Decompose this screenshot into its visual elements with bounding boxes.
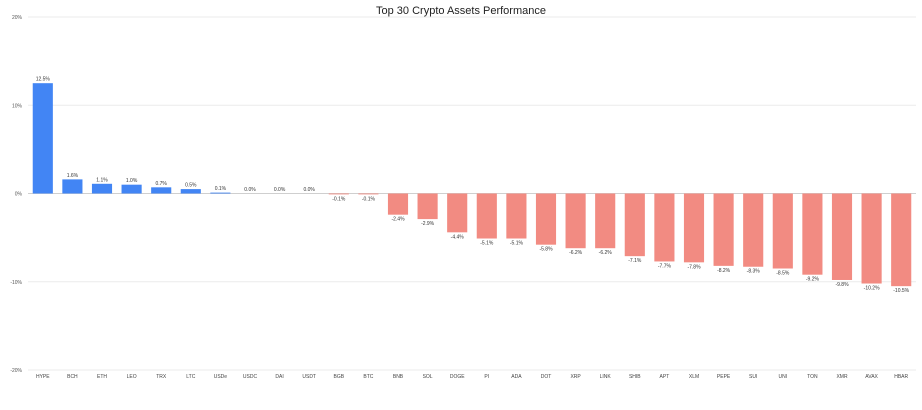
data-label-pi: -5.1% bbox=[480, 241, 494, 247]
category-label-dot: DOT bbox=[541, 374, 552, 380]
data-label-dai: 0.0% bbox=[274, 187, 286, 193]
bar-btc bbox=[358, 193, 379, 195]
y-axis-ticks: 20% 10% 0% -10% -20% bbox=[10, 15, 22, 374]
bar-xrp bbox=[565, 193, 586, 249]
data-label-eth: 1.1% bbox=[96, 177, 108, 183]
data-label-xlm: -7.8% bbox=[687, 264, 701, 270]
category-label-sol: SOL bbox=[423, 374, 433, 380]
bar-bgb bbox=[328, 193, 349, 195]
data-label-ada: -5.1% bbox=[510, 241, 524, 247]
category-label-ada: ADA bbox=[511, 374, 522, 380]
y-tick-label: 0% bbox=[15, 192, 23, 198]
data-label-xrp: -6.2% bbox=[569, 250, 583, 256]
data-label-link: -6.2% bbox=[599, 250, 613, 256]
data-label-doge: -4.4% bbox=[451, 234, 465, 240]
data-label-ltc: 0.5% bbox=[185, 183, 197, 189]
category-label-shib: SHIB bbox=[629, 374, 641, 380]
category-label-usde: USDe bbox=[214, 374, 228, 380]
bar-ton bbox=[802, 193, 823, 275]
data-label-trx: 0.7% bbox=[155, 181, 167, 187]
bar-sui bbox=[743, 193, 764, 267]
category-label-doge: DOGE bbox=[450, 374, 465, 380]
bar-uni bbox=[772, 193, 793, 269]
data-label-hbar: -10.5% bbox=[893, 288, 909, 294]
y-tick-label: -20% bbox=[10, 368, 22, 374]
category-label-leo: LEO bbox=[127, 374, 137, 380]
bar-xmr bbox=[831, 193, 853, 280]
data-label-shib: -7.1% bbox=[628, 258, 642, 264]
data-label-avax: -10.2% bbox=[864, 286, 880, 292]
category-label-avax: AVAX bbox=[865, 374, 878, 380]
category-label-xlm: XLM bbox=[689, 374, 699, 380]
category-label-pepe: PEPE bbox=[717, 374, 731, 380]
category-label-usdc: USDC bbox=[243, 374, 258, 380]
data-label-ton: -9.2% bbox=[806, 277, 820, 283]
bar-bnb bbox=[387, 193, 409, 215]
category-label-xmr: XMR bbox=[836, 374, 848, 380]
y-tick-label: -10% bbox=[10, 280, 22, 286]
category-label-ltc: LTC bbox=[186, 374, 195, 380]
category-label-eth: ETH bbox=[97, 374, 107, 380]
category-label-uni: UNI bbox=[778, 374, 787, 380]
category-label-dai: DAI bbox=[275, 374, 283, 380]
bar-usde bbox=[210, 192, 231, 194]
data-label-usdc: 0.0% bbox=[244, 187, 256, 193]
chart-title: Top 30 Crypto Assets Performance bbox=[376, 5, 546, 17]
data-label-hype: 12.5% bbox=[36, 77, 51, 83]
data-label-apt: -7.7% bbox=[658, 263, 672, 269]
bar-trx bbox=[151, 187, 172, 194]
category-label-trx: TRX bbox=[156, 374, 167, 380]
category-label-xrp: XRP bbox=[570, 374, 581, 380]
category-label-bch: BCH bbox=[67, 374, 78, 380]
category-label-ton: TON bbox=[807, 374, 818, 380]
x-axis-categories: HYPE BCH ETH LEO TRX LTC USDe USDC DAI USDT BGB BTC… bbox=[36, 374, 909, 380]
data-label-bnb: -2.4% bbox=[391, 217, 405, 223]
bar-eth bbox=[91, 183, 113, 194]
bar-ltc bbox=[180, 189, 201, 194]
grid-lines bbox=[28, 16, 916, 371]
bar-avax bbox=[861, 193, 882, 284]
category-label-bnb: BNB bbox=[393, 374, 404, 380]
category-label-hbar: HBAR bbox=[894, 374, 908, 380]
category-label-link: LINK bbox=[600, 374, 612, 380]
bar-hbar bbox=[891, 193, 912, 287]
bar-apt bbox=[654, 193, 675, 262]
y-tick-label: 10% bbox=[12, 103, 23, 109]
data-label-sol: -2.9% bbox=[421, 221, 435, 227]
bar-hype bbox=[32, 83, 53, 194]
bar-ada bbox=[506, 193, 527, 239]
bar-dot bbox=[535, 193, 557, 245]
data-label-btc: -0.1% bbox=[362, 196, 376, 202]
y-tick-label: 20% bbox=[12, 15, 23, 21]
bar-sol bbox=[417, 193, 438, 220]
bars bbox=[32, 83, 912, 287]
bar-pepe bbox=[713, 193, 734, 266]
data-label-bgb: -0.1% bbox=[332, 196, 346, 202]
bar-bch bbox=[62, 179, 83, 194]
data-label-pepe: -8.2% bbox=[717, 268, 731, 274]
data-label-leo: 1.0% bbox=[126, 178, 138, 184]
bar-leo bbox=[121, 184, 142, 194]
data-label-usdt: 0.0% bbox=[303, 187, 315, 193]
data-label-bch: 1.6% bbox=[67, 173, 79, 179]
data-label-sui: -8.3% bbox=[747, 269, 761, 275]
category-label-sui: SUI bbox=[749, 374, 757, 380]
bar-doge bbox=[447, 193, 468, 233]
bar-pi bbox=[476, 193, 497, 239]
data-labels: 12.5% 1.6% 1.1% 1.0% 0.7% 0.5% 0.1% 0.0% 0.0% 0.0… bbox=[36, 77, 910, 294]
data-label-usde: 0.1% bbox=[215, 186, 227, 192]
bar-xlm bbox=[683, 193, 705, 263]
data-label-uni: -8.5% bbox=[776, 271, 790, 277]
category-label-bgb: BGB bbox=[334, 374, 345, 380]
data-label-xmr: -9.8% bbox=[835, 282, 849, 288]
category-label-hype: HYPE bbox=[36, 374, 50, 380]
category-label-btc: BTC bbox=[363, 374, 373, 380]
bar-link bbox=[595, 193, 616, 249]
category-label-apt: APT bbox=[660, 374, 670, 380]
data-label-dot: -5.8% bbox=[539, 247, 553, 253]
category-label-usdt: USDT bbox=[302, 374, 316, 380]
category-label-pi: PI bbox=[484, 374, 489, 380]
bar-shib bbox=[624, 193, 645, 257]
